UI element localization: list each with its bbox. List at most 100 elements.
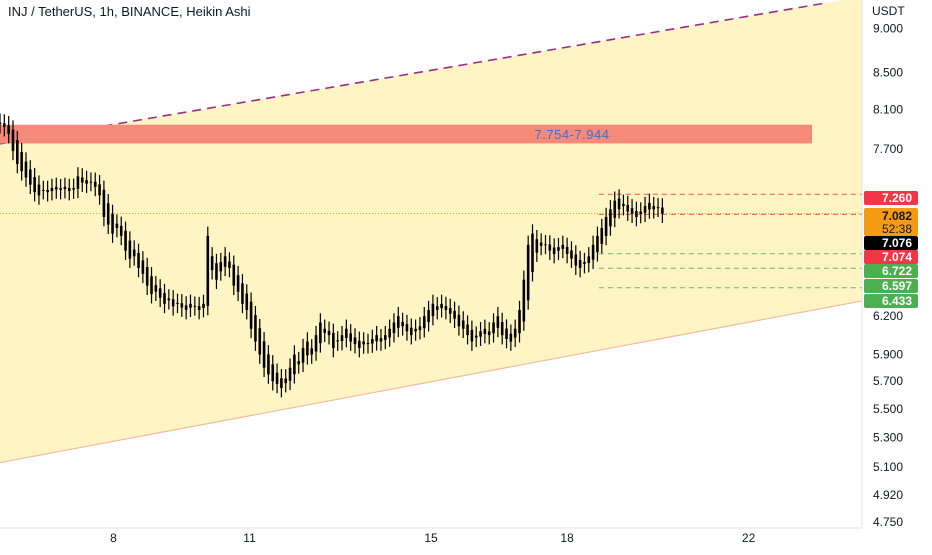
candle-body	[596, 235, 599, 253]
candle-body	[158, 288, 162, 298]
candle-body	[583, 262, 586, 264]
candle	[384, 325, 387, 350]
time-tick-label: 11	[243, 531, 256, 545]
candle	[487, 322, 491, 345]
candle-body	[93, 181, 97, 187]
candle	[427, 300, 430, 332]
candle	[535, 229, 539, 262]
bar-countdown: 52:38	[882, 222, 912, 236]
candle	[574, 245, 578, 275]
candle-body	[327, 330, 331, 336]
candle	[362, 332, 365, 354]
candle	[539, 233, 543, 256]
candle-body	[59, 188, 62, 191]
candle-body	[20, 151, 23, 172]
candle-body	[470, 329, 474, 342]
candle	[332, 323, 335, 358]
candle-body	[570, 250, 573, 259]
resistance-zone-label: 7.754-7.944	[535, 127, 610, 142]
candle	[548, 235, 552, 260]
candle-body	[539, 242, 543, 246]
price-tick-label: 5.100	[873, 460, 903, 474]
candle	[54, 177, 58, 199]
candle-body	[522, 279, 526, 322]
candle-body	[405, 324, 409, 332]
candle-body	[236, 275, 240, 292]
candle-body	[587, 256, 591, 264]
candle-body	[505, 328, 508, 339]
candle-body	[29, 169, 32, 185]
candle	[461, 311, 465, 339]
candle	[448, 298, 452, 324]
candle	[617, 189, 621, 219]
time-axis[interactable]: 8 11 15 18 22	[110, 531, 755, 545]
candle	[202, 294, 205, 318]
candle-body	[500, 322, 504, 336]
candle-body	[461, 320, 465, 329]
candle-body	[440, 303, 443, 309]
candle-body	[280, 378, 283, 388]
candle	[340, 325, 344, 351]
candle-body	[180, 303, 184, 308]
candle	[522, 270, 526, 331]
candle-body	[197, 306, 201, 311]
candle	[280, 369, 283, 398]
candle	[409, 318, 413, 345]
candle	[11, 120, 15, 161]
candle	[241, 274, 244, 314]
candle	[210, 247, 214, 280]
candle-body	[288, 367, 292, 381]
candle-body	[379, 338, 383, 342]
candle	[371, 329, 374, 353]
candle	[635, 201, 638, 227]
candle	[656, 197, 660, 218]
candle	[479, 322, 482, 347]
candle	[414, 319, 417, 341]
candle-body	[332, 332, 335, 349]
candle-body	[228, 261, 231, 268]
candle-body	[362, 341, 365, 345]
price-tag-tp1-bg	[864, 191, 918, 205]
price-tag-entry: 7.074	[882, 250, 912, 264]
candle-body	[241, 283, 244, 304]
candle-body	[366, 342, 370, 345]
candle	[3, 114, 6, 137]
candle-body	[145, 267, 149, 286]
candle	[137, 243, 140, 278]
candle-body	[46, 189, 49, 193]
candle	[345, 319, 348, 348]
candle	[310, 339, 314, 364]
candle-body	[306, 341, 309, 356]
candle-body	[67, 187, 71, 192]
candle	[167, 289, 171, 310]
candle-body	[0, 122, 2, 125]
price-axis[interactable]: USDT 9.000 8.500 8.100 7.700 6.200 5.900 5.700 5…	[872, 4, 905, 529]
candle-body	[565, 246, 569, 254]
candle	[518, 300, 521, 343]
candle	[271, 355, 275, 391]
candle	[630, 199, 634, 224]
resistance-zone[interactable]	[0, 124, 812, 144]
candle	[176, 293, 179, 314]
candle-body	[639, 211, 643, 214]
candle	[236, 265, 240, 302]
candle-body	[193, 305, 197, 307]
price-tag-last-bg	[864, 208, 918, 236]
candle-body	[219, 262, 223, 272]
candle-body	[319, 322, 322, 344]
candle	[483, 319, 487, 344]
candle-body	[275, 372, 279, 384]
candle	[219, 252, 223, 281]
candle-body	[401, 321, 404, 327]
candle-body	[245, 293, 249, 311]
candle-body	[414, 328, 417, 332]
candle	[154, 275, 158, 302]
candle	[604, 207, 608, 246]
candle	[358, 331, 361, 358]
candle-body	[189, 303, 192, 308]
candle-body	[202, 303, 205, 309]
candle-body	[336, 340, 339, 342]
candle	[284, 369, 288, 393]
candle-body	[232, 264, 236, 286]
